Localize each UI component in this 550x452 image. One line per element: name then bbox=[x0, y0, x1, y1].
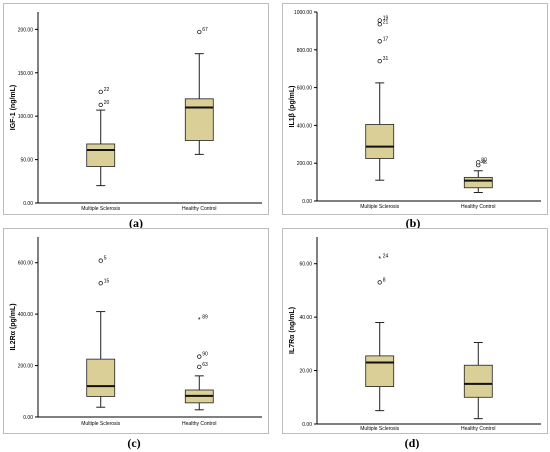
y-tick-label: 200.00 bbox=[297, 161, 313, 167]
outlier-point bbox=[98, 89, 103, 95]
outlier-label: 90 bbox=[202, 352, 208, 358]
category-label: Multiple Sclerosis bbox=[360, 204, 399, 210]
outlier-point bbox=[98, 258, 103, 263]
box-iqr bbox=[365, 355, 395, 387]
y-tick-label: 50.00 bbox=[20, 158, 33, 164]
y-axis-label: IL2Rα (pg/mL) bbox=[10, 303, 17, 350]
outlier-label: 89 bbox=[202, 314, 208, 320]
y-tick-label: 200.00 bbox=[18, 364, 34, 370]
category-label: Healthy Control bbox=[182, 206, 216, 212]
outlier-label: 20 bbox=[104, 100, 110, 106]
outlier-label: 22 bbox=[104, 87, 110, 93]
y-tick-label: 60.00 bbox=[299, 262, 312, 268]
y-tick-label: 800.00 bbox=[297, 48, 313, 54]
box-iqr bbox=[463, 176, 493, 189]
y-tick-label: 0.00 bbox=[302, 199, 312, 205]
boxplot-il7ra: 0.00 20.00 40.00 60.00 IL7Rα (ng/mL) 8 * 24 Mult… bbox=[289, 237, 541, 432]
outlier-point bbox=[197, 354, 202, 359]
boxplot-igf1: 0.00 50.00 100.00 150.00 200.00 IGF-1 (ng/mL)… bbox=[10, 12, 262, 212]
box-iqr bbox=[365, 124, 395, 159]
y-tick-label: 100.00 bbox=[18, 114, 34, 120]
outlier-point bbox=[377, 280, 382, 285]
outlier-point bbox=[98, 102, 103, 108]
outlier-label: 46 bbox=[481, 160, 487, 166]
boxplot-il1b: 0.00 200.00 400.00 600.00 800.00 1000.00 IL1β … bbox=[289, 10, 541, 210]
y-axis-label: IGF-1 (ng/mL) bbox=[10, 85, 17, 131]
outlier-label: 17 bbox=[383, 36, 389, 42]
panel-label-a: (a) bbox=[129, 216, 143, 230]
outlier-point bbox=[377, 22, 382, 27]
boxplot-il2ra: 0.00 200.00 400.00 600.00 IL2Rα (pg/mL) 15 5 Mu… bbox=[10, 237, 262, 427]
y-tick-label: 0.00 bbox=[302, 422, 312, 428]
box-iqr bbox=[184, 98, 214, 141]
y-tick-label: 400.00 bbox=[297, 123, 313, 129]
y-axis-label: IL1β (pg/mL) bbox=[289, 86, 296, 128]
y-axis-label: IL7Rα (ng/mL) bbox=[289, 307, 296, 354]
y-tick-label: 150.00 bbox=[18, 71, 34, 77]
chart-panel-c: 0.00 200.00 400.00 600.00 IL2Rα (pg/mL) 15 5 Mu… bbox=[3, 228, 269, 434]
y-tick-label: 20.00 bbox=[299, 369, 312, 375]
outlier-point bbox=[476, 160, 481, 165]
outlier-label: 63 bbox=[202, 362, 208, 368]
outlier-star: * bbox=[378, 256, 381, 263]
category-label: Multiple Sclerosis bbox=[360, 426, 399, 432]
outlier-point bbox=[197, 29, 202, 35]
y-tick-label: 40.00 bbox=[299, 315, 312, 321]
category-label: Multiple Sclerosis bbox=[81, 421, 120, 427]
outlier-label: 24 bbox=[383, 253, 389, 259]
category-label: Multiple Sclerosis bbox=[81, 206, 120, 212]
y-tick-label: 600.00 bbox=[297, 86, 313, 92]
box-iqr bbox=[86, 143, 116, 167]
box-iqr bbox=[86, 358, 116, 397]
outlier-label: 31 bbox=[383, 56, 389, 62]
y-tick-label: 0.00 bbox=[23, 415, 33, 421]
outlier-label: 15 bbox=[104, 278, 110, 284]
outlier-label: 67 bbox=[202, 27, 208, 33]
category-label: Healthy Control bbox=[182, 421, 216, 427]
panel-label-d: (d) bbox=[404, 436, 420, 450]
chart-panel-d: 0.00 20.00 40.00 60.00 IL7Rα (ng/mL) 8 * 24 Mult… bbox=[282, 228, 548, 434]
outlier-label: 19 bbox=[383, 16, 389, 22]
panel-label-c: (c) bbox=[127, 436, 141, 450]
chart-panel-a: 0.00 50.00 100.00 150.00 200.00 IGF-1 (ng/mL)… bbox=[3, 3, 269, 215]
outlier-label: 21 bbox=[383, 19, 389, 25]
outlier-point bbox=[98, 281, 103, 286]
outlier-label: 8 bbox=[383, 277, 386, 283]
category-label: Healthy Control bbox=[461, 204, 495, 210]
y-tick-label: 0.00 bbox=[23, 201, 33, 207]
y-tick-label: 600.00 bbox=[18, 261, 34, 267]
y-tick-label: 1000.00 bbox=[294, 10, 312, 16]
outlier-star: * bbox=[198, 317, 201, 324]
panel-label-b: (b) bbox=[405, 216, 421, 230]
y-tick-label: 200.00 bbox=[18, 27, 34, 33]
outlier-label: 80 bbox=[481, 157, 487, 163]
chart-panel-b: 0.00 200.00 400.00 600.00 800.00 1000.00 IL1β … bbox=[282, 3, 548, 215]
outlier-point bbox=[377, 58, 382, 64]
outlier-point bbox=[377, 18, 382, 23]
outlier-point bbox=[377, 39, 382, 44]
box-iqr bbox=[463, 364, 493, 398]
y-tick-label: 400.00 bbox=[18, 312, 34, 318]
category-label: Healthy Control bbox=[461, 426, 495, 432]
outlier-label: 5 bbox=[104, 256, 107, 262]
outlier-point bbox=[197, 364, 202, 370]
